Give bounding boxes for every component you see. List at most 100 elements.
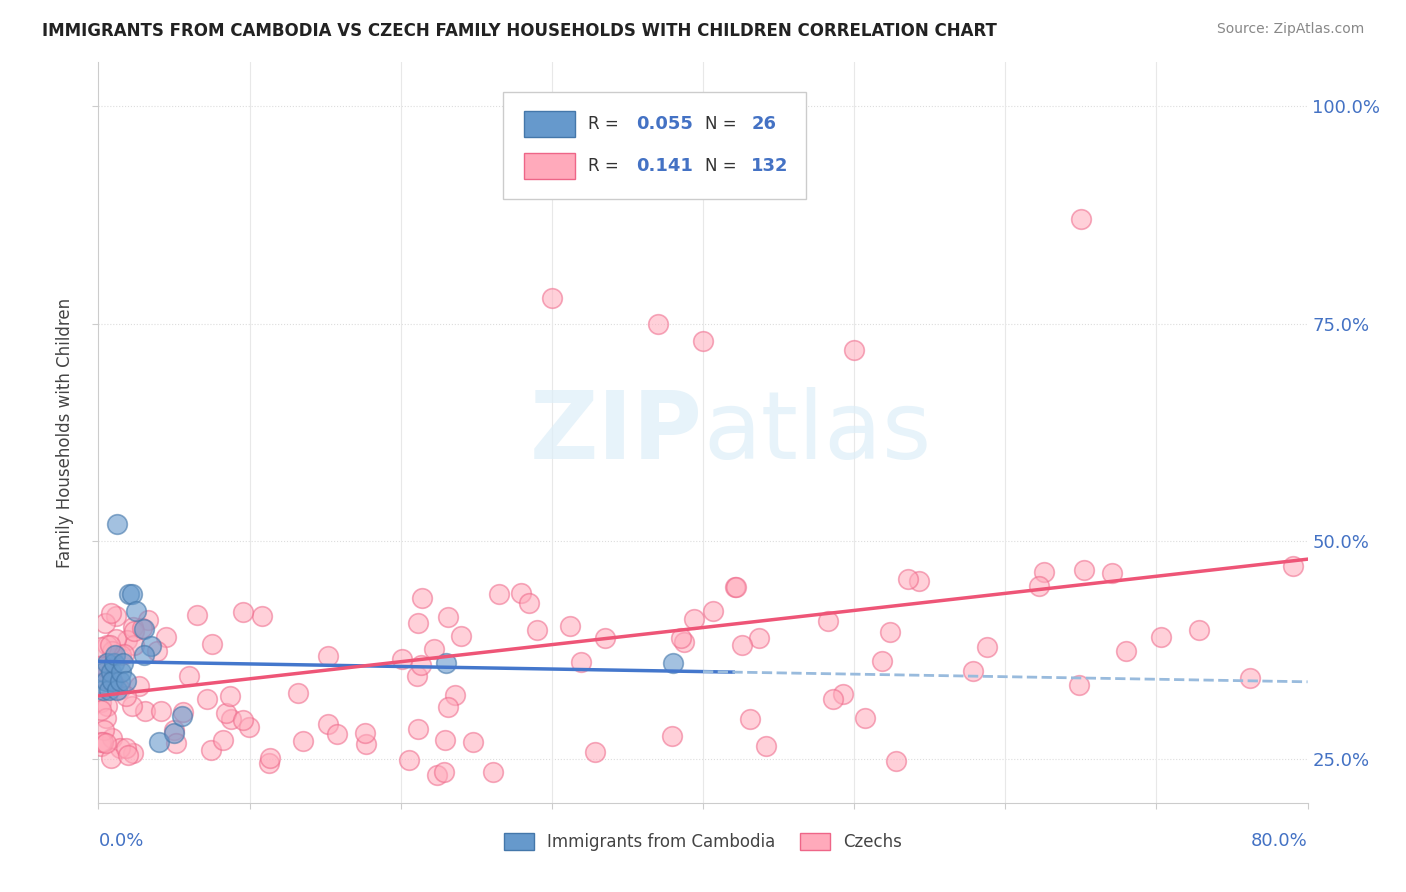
- Point: [259, 751, 281, 765]
- Point: [148, 735, 170, 749]
- Point: [908, 574, 931, 588]
- Point: [104, 632, 127, 646]
- Point: [112, 647, 135, 661]
- Point: [118, 587, 141, 601]
- Point: [526, 623, 548, 637]
- Point: [104, 648, 127, 662]
- Point: [683, 612, 706, 626]
- Text: N =: N =: [706, 115, 742, 133]
- Point: [853, 711, 876, 725]
- Point: [114, 741, 136, 756]
- Point: [692, 99, 714, 113]
- Point: [398, 753, 420, 767]
- Point: [110, 665, 132, 680]
- Point: [101, 731, 124, 746]
- Point: [411, 657, 433, 672]
- Point: [692, 334, 714, 348]
- Point: [91, 682, 114, 697]
- FancyBboxPatch shape: [524, 111, 575, 136]
- Point: [356, 737, 378, 751]
- Point: [94, 615, 117, 630]
- Point: [96, 699, 118, 714]
- Point: [724, 580, 747, 594]
- Text: N =: N =: [706, 157, 742, 175]
- Point: [426, 768, 449, 782]
- Point: [94, 673, 117, 688]
- Point: [93, 723, 115, 737]
- Point: [669, 632, 692, 646]
- Point: [114, 673, 136, 688]
- Point: [122, 638, 145, 652]
- Point: [121, 699, 143, 714]
- Point: [215, 706, 238, 721]
- Point: [1033, 565, 1056, 579]
- Point: [433, 732, 456, 747]
- Point: [560, 619, 582, 633]
- Point: [437, 610, 460, 624]
- Point: [98, 638, 121, 652]
- Point: [821, 692, 844, 706]
- Point: [122, 624, 145, 639]
- Point: [724, 580, 747, 594]
- Point: [232, 605, 254, 619]
- Point: [115, 689, 138, 703]
- Point: [155, 630, 177, 644]
- Point: [434, 657, 457, 671]
- Point: [195, 691, 218, 706]
- Point: [406, 668, 429, 682]
- Point: [509, 586, 531, 600]
- Point: [90, 640, 112, 654]
- Point: [318, 648, 340, 663]
- Point: [316, 717, 339, 731]
- Point: [831, 687, 853, 701]
- Point: [444, 688, 467, 702]
- Point: [433, 765, 456, 780]
- Point: [1101, 566, 1123, 581]
- Point: [125, 604, 148, 618]
- Point: [238, 720, 260, 734]
- Point: [1069, 678, 1091, 692]
- Point: [108, 741, 131, 756]
- FancyBboxPatch shape: [503, 92, 806, 200]
- Point: [879, 624, 901, 639]
- Text: IMMIGRANTS FROM CAMBODIA VS CZECH FAMILY HOUSEHOLDS WITH CHILDREN CORRELATION CH: IMMIGRANTS FROM CAMBODIA VS CZECH FAMILY…: [42, 22, 997, 40]
- Point: [141, 639, 163, 653]
- Point: [1073, 563, 1095, 577]
- Point: [647, 317, 669, 331]
- Point: [98, 682, 121, 697]
- Point: [103, 657, 125, 671]
- Point: [186, 607, 208, 622]
- Point: [94, 664, 117, 678]
- Point: [1150, 630, 1173, 644]
- Point: [844, 343, 866, 357]
- Point: [101, 644, 124, 658]
- Point: [179, 669, 201, 683]
- Text: atlas: atlas: [703, 386, 931, 479]
- FancyBboxPatch shape: [524, 153, 575, 179]
- Point: [170, 708, 193, 723]
- Point: [163, 726, 186, 740]
- Point: [463, 735, 485, 749]
- Point: [94, 711, 117, 725]
- Point: [1282, 559, 1305, 574]
- Text: 132: 132: [751, 157, 789, 175]
- Point: [488, 587, 510, 601]
- Point: [132, 648, 155, 662]
- Point: [105, 608, 128, 623]
- Point: [163, 723, 186, 738]
- Point: [136, 613, 159, 627]
- Point: [731, 638, 754, 652]
- Point: [326, 727, 349, 741]
- Point: [962, 664, 984, 678]
- Point: [165, 736, 187, 750]
- Point: [354, 725, 377, 739]
- Point: [115, 633, 138, 648]
- Point: [100, 751, 122, 765]
- Point: [93, 665, 115, 680]
- Point: [96, 638, 118, 652]
- Point: [110, 648, 132, 662]
- Point: [976, 640, 998, 654]
- Point: [1239, 671, 1261, 685]
- Point: [287, 686, 309, 700]
- Point: [450, 629, 472, 643]
